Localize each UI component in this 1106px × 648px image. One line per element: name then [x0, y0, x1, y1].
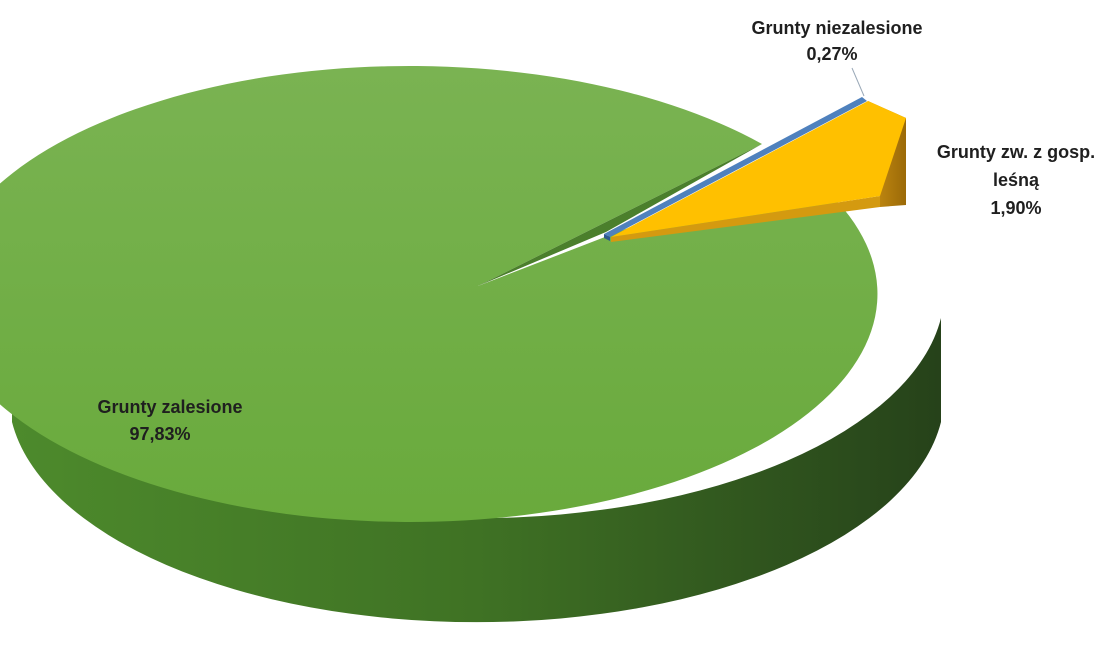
label-gosp-lesna-line1: Grunty zw. z gosp. — [937, 142, 1095, 162]
slice-grunty-zalesione — [0, 65, 941, 623]
value-niezalesione: 0,27% — [806, 44, 857, 64]
label-zalesione: Grunty zalesione — [97, 397, 242, 417]
slice-grunty-zalesione-cut-face — [478, 144, 762, 286]
slice-grunty-niezalesione — [604, 97, 867, 241]
label-gosp-lesna-line2: leśną — [993, 170, 1040, 190]
slice-grunty-zw-z-gosp-lesna — [611, 101, 906, 242]
slice-grunty-zalesione-side — [12, 318, 941, 623]
slice-grunty-niezalesione-edge — [604, 234, 610, 241]
label-niezalesione: Grunty niezalesione — [751, 18, 922, 38]
slice-grunty-zw-z-gosp-lesna-top — [611, 101, 906, 237]
value-zalesione: 97,83% — [129, 424, 190, 444]
value-gosp-lesna: 1,90% — [990, 198, 1041, 218]
slice-grunty-niezalesione-body — [604, 97, 867, 237]
slice-grunty-zalesione-top — [0, 65, 878, 522]
leader-line-niezalesione — [851, 67, 865, 97]
slice-grunty-zw-z-gosp-lesna-face — [611, 196, 880, 242]
